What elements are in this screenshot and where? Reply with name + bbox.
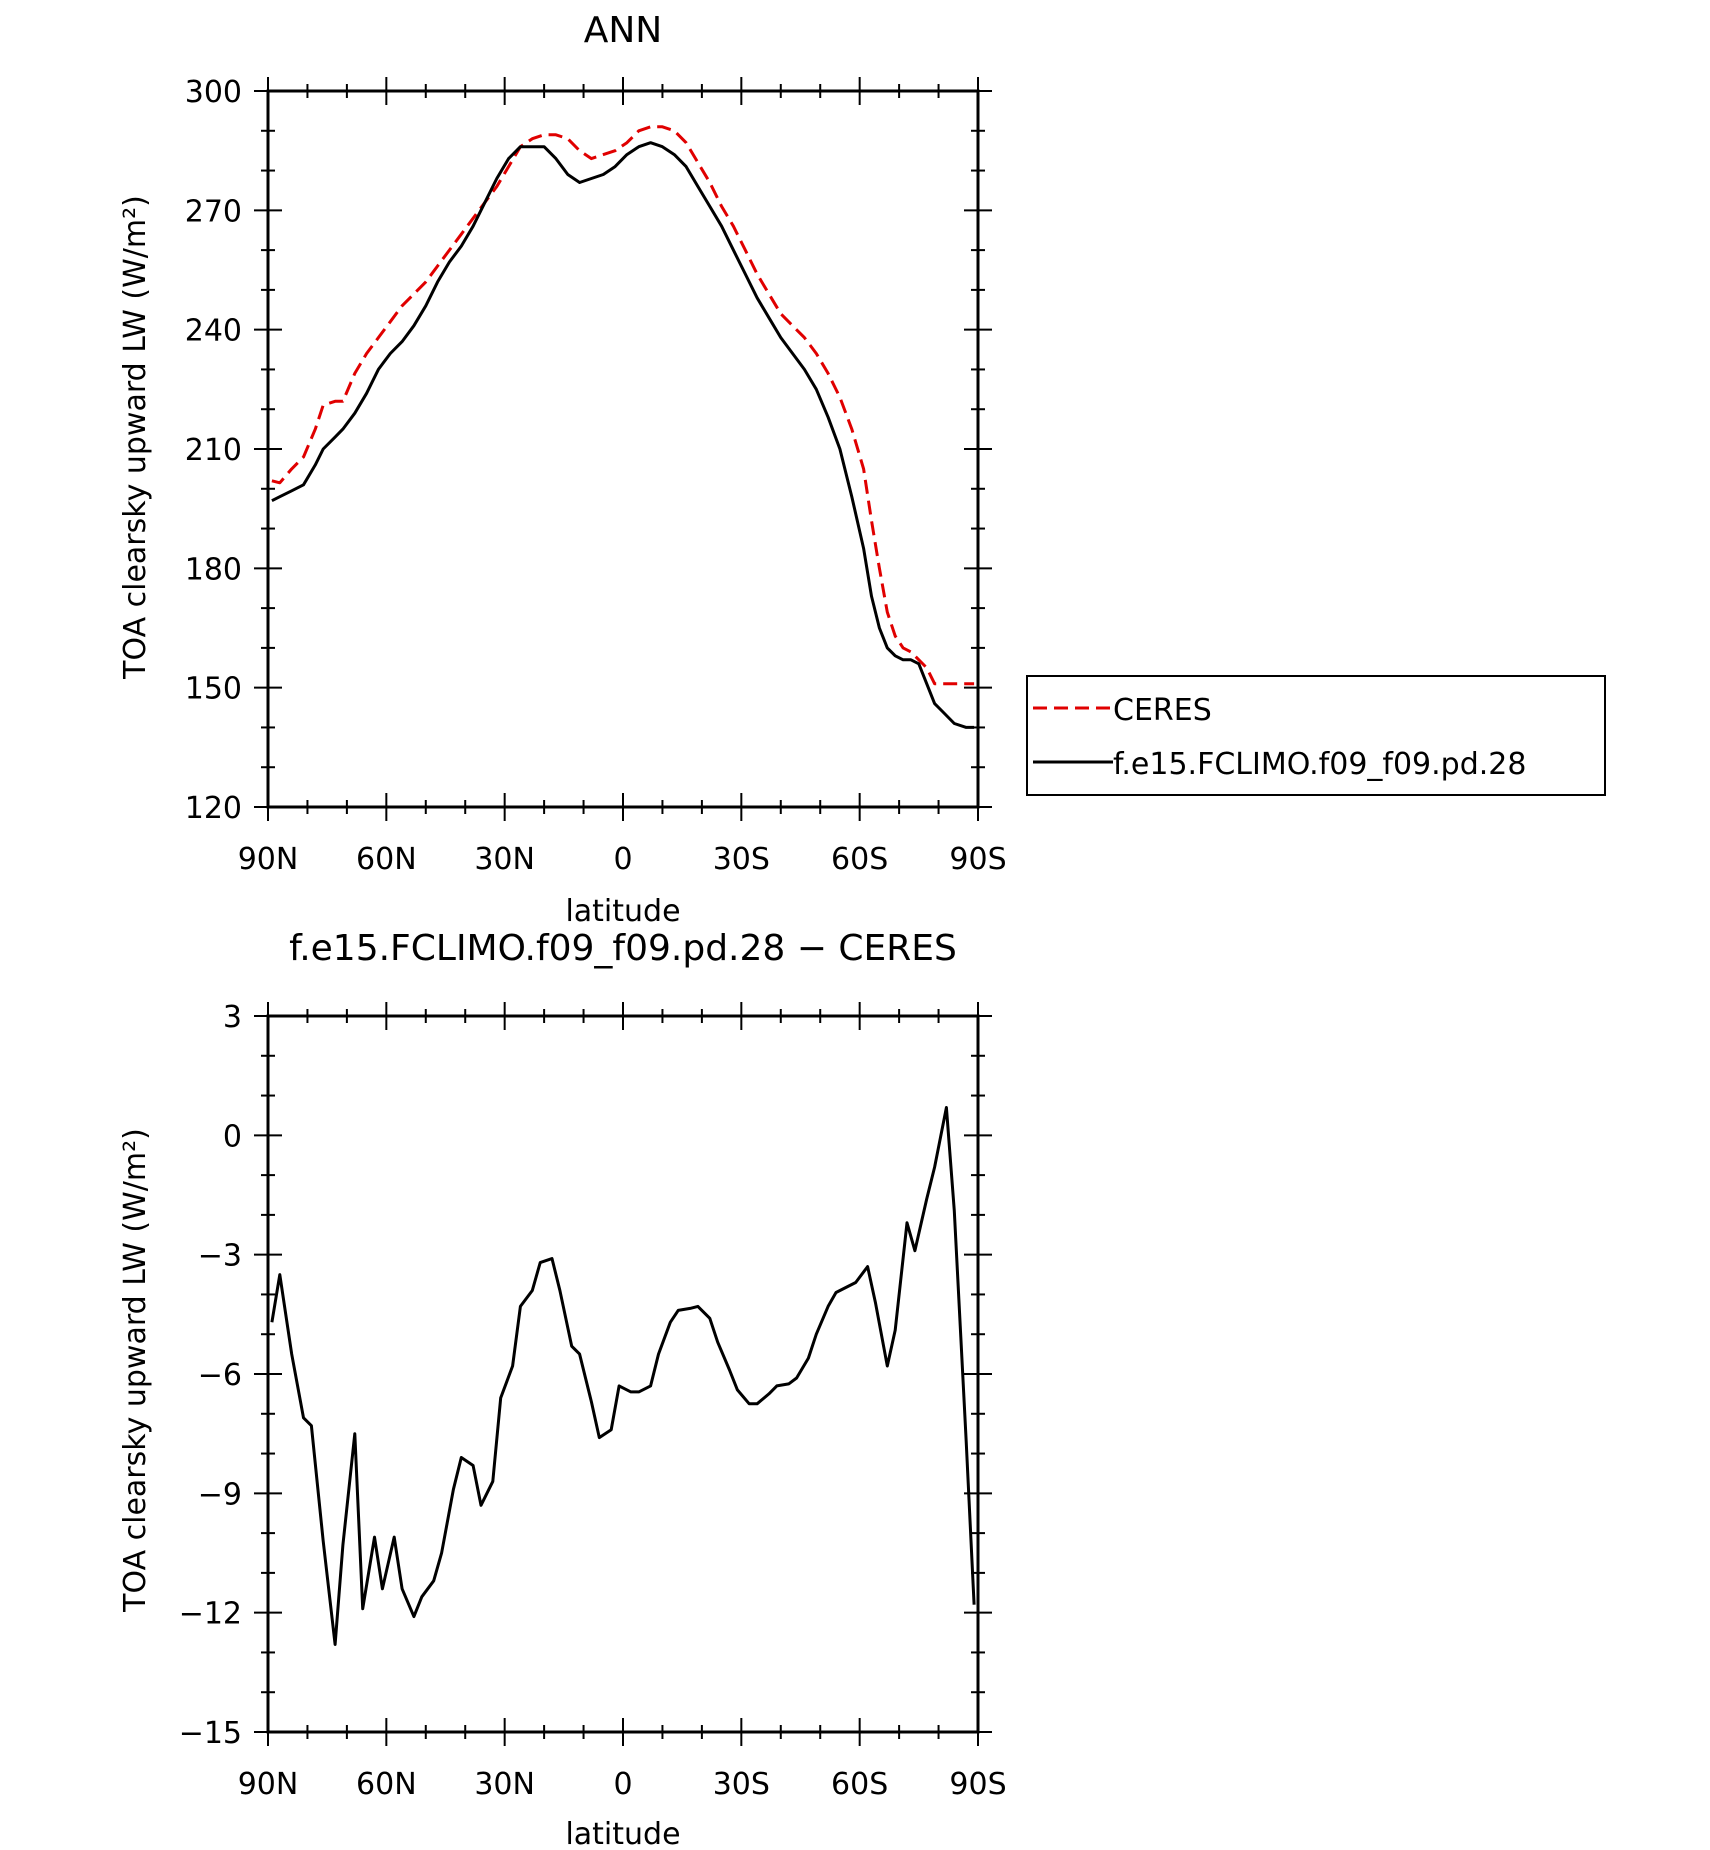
top-panel-y-tick-label: 270 bbox=[185, 194, 242, 229]
bottom-panel-x-tick-label: 90S bbox=[949, 1767, 1006, 1802]
bottom-panel: f.e15.FCLIMO.f09_f09.pd.28 − CERES latit… bbox=[118, 928, 1007, 1850]
bottom-panel-x-tick-label: 30S bbox=[713, 1767, 770, 1802]
top-panel-series-line-1 bbox=[271, 141, 975, 729]
bottom-panel-y-tick-label: −9 bbox=[198, 1477, 242, 1512]
top-panel-y-tick-label: 150 bbox=[185, 672, 242, 707]
bottom-panel-y-tick-label: −15 bbox=[179, 1716, 242, 1751]
bottom-panel-x-tick-label: 60N bbox=[356, 1767, 417, 1802]
top-panel: ANN latitude TOA clearsky upward LW (W/m… bbox=[118, 10, 1007, 929]
top-panel-y-tick-label: 120 bbox=[185, 791, 242, 826]
bottom-panel-x-tick-label: 60S bbox=[831, 1767, 888, 1802]
top-panel-title: ANN bbox=[584, 10, 663, 51]
top-panel-x-tick-label: 90N bbox=[238, 842, 299, 877]
top-panel-axes: 120 150 180 210 240 270 300 90N 60N 30N 0 30S 60S 90S bbox=[185, 75, 1007, 877]
top-panel-x-tick-label: 90S bbox=[949, 842, 1006, 877]
bottom-panel-title: f.e15.FCLIMO.f09_f09.pd.28 − CERES bbox=[289, 928, 957, 969]
legend-label-model: f.e15.FCLIMO.f09_f09.pd.28 bbox=[1113, 747, 1526, 782]
bottom-panel-frame bbox=[266, 1014, 980, 1734]
top-panel-y-axis-label: TOA clearsky upward LW (W/m²) bbox=[118, 195, 153, 680]
top-panel-frame bbox=[266, 89, 980, 809]
bottom-panel-x-tick-label: 30N bbox=[474, 1767, 535, 1802]
bottom-panel-y-tick-label: 3 bbox=[223, 1000, 242, 1035]
bottom-panel-y-tick-label: 0 bbox=[223, 1119, 242, 1154]
top-panel-x-tick-label: 60S bbox=[831, 842, 888, 877]
bottom-panel-x-axis-label: latitude bbox=[565, 1817, 680, 1850]
bottom-panel-axes: −15 −12 −9 −6 −3 0 3 90N 60N 30N 0 30S 60S 90S bbox=[179, 1000, 1007, 1802]
top-panel-x-axis-label: latitude bbox=[565, 894, 680, 929]
top-panel-y-tick-label: 210 bbox=[185, 433, 242, 468]
top-panel-series-line-0 bbox=[271, 125, 975, 686]
bottom-panel-x-tick-label: 0 bbox=[613, 1767, 632, 1802]
legend: CERES f.e15.FCLIMO.f09_f09.pd.28 bbox=[1026, 675, 1606, 796]
bottom-panel-y-tick-label: −12 bbox=[179, 1597, 242, 1632]
top-panel-y-tick-label: 240 bbox=[185, 314, 242, 349]
legend-label-ceres: CERES bbox=[1113, 693, 1212, 728]
bottom-panel-y-axis-label: TOA clearsky upward LW (W/m²) bbox=[118, 1128, 153, 1613]
top-panel-x-tick-label: 60N bbox=[356, 842, 417, 877]
bottom-panel-series-line-0 bbox=[270, 1106, 976, 1646]
top-panel-x-tick-label: 30N bbox=[474, 842, 535, 877]
bottom-panel-y-tick-label: −6 bbox=[198, 1358, 242, 1393]
bottom-panel-x-tick-label: 90N bbox=[238, 1767, 299, 1802]
legend-box bbox=[1026, 675, 1606, 796]
top-panel-y-tick-label: 300 bbox=[185, 75, 242, 110]
top-panel-y-tick-label: 180 bbox=[185, 552, 242, 587]
bottom-panel-y-tick-label: −3 bbox=[198, 1239, 242, 1274]
top-panel-x-tick-label: 30S bbox=[713, 842, 770, 877]
top-panel-x-tick-label: 0 bbox=[613, 842, 632, 877]
